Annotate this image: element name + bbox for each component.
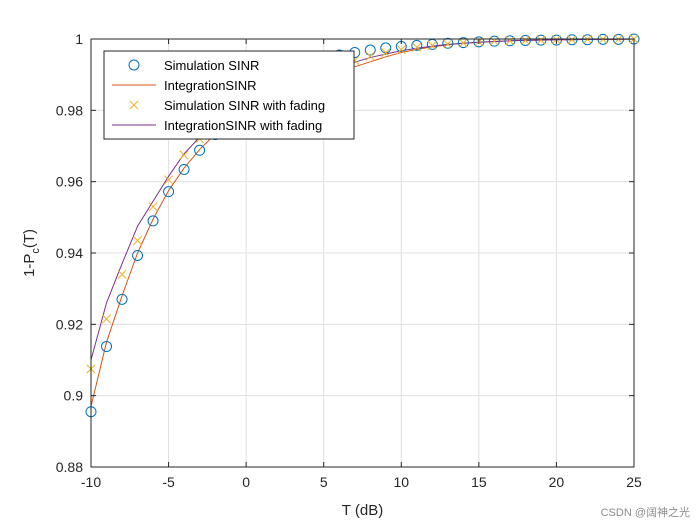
data-point-circle xyxy=(147,215,159,227)
legend: Simulation SINR IntegrationSINR Simulation… xyxy=(103,50,355,140)
watermark: CSDN @阔神之光 xyxy=(601,505,690,519)
data-point-x xyxy=(536,35,546,45)
data-point-circle xyxy=(132,249,144,261)
x-tick-label: 10 xyxy=(393,474,409,490)
x-tick-label: 20 xyxy=(549,474,565,490)
x-tick-label: 0 xyxy=(242,474,250,490)
legend-box xyxy=(103,50,355,140)
data-point-x xyxy=(427,40,437,50)
data-point-x xyxy=(396,45,406,55)
data-point-circle xyxy=(535,34,547,46)
data-point-x xyxy=(148,202,158,212)
y-axis-title-main: 1-P xyxy=(21,254,38,277)
data-point-x xyxy=(132,235,143,246)
y-axis-title-subscript: c xyxy=(30,248,42,254)
legend-swatch-circle xyxy=(128,59,140,71)
x-tick-label: 25 xyxy=(626,474,642,490)
y-tick-label: 0.92 xyxy=(56,316,83,332)
legend-label: IntegrationSINR xyxy=(164,78,257,93)
data-point-circle xyxy=(488,35,500,47)
x-axis-title: T (dB) xyxy=(342,502,383,519)
data-point-circle xyxy=(163,186,175,198)
data-point-circle xyxy=(116,293,128,305)
data-point-circle xyxy=(550,34,562,46)
data-point-circle xyxy=(566,34,578,46)
legend-entry: IntegrationSINR with fading xyxy=(112,118,322,133)
legend-entry: IntegrationSINR xyxy=(112,78,257,93)
x-tick-label: 15 xyxy=(471,474,487,490)
legend-label: IntegrationSINR with fading xyxy=(164,118,322,133)
y-tick-label: 1 xyxy=(75,31,83,47)
data-point-x xyxy=(443,39,453,49)
data-point-x xyxy=(505,36,515,46)
legend-swatch-x xyxy=(129,100,139,110)
data-point-x xyxy=(412,42,422,52)
data-point-circle xyxy=(519,34,531,46)
data-point-circle xyxy=(581,34,593,46)
data-point-x xyxy=(164,175,174,185)
y-tick-label: 0.88 xyxy=(56,459,83,475)
data-point-x xyxy=(101,314,112,324)
legend-label: Simulation SINR xyxy=(164,58,259,73)
tick-labels: -10 -5 0 5 10 15 20 25 0.88 0.9 0.92 0.94 0.96 0.98 1 xyxy=(56,31,642,490)
x-tick-label: 5 xyxy=(320,474,328,490)
data-point-x xyxy=(117,269,127,279)
y-tick-label: 0.9 xyxy=(64,388,84,404)
y-axis-title: 1-Pc(T) xyxy=(21,229,42,277)
data-point-circle xyxy=(178,164,190,176)
data-point-x xyxy=(520,35,530,45)
data-point-circle xyxy=(442,37,454,49)
data-point-x xyxy=(179,150,189,160)
y-tick-label: 0.98 xyxy=(56,102,83,118)
ticks xyxy=(90,38,635,468)
legend-entries: Simulation SINR IntegrationSINR Simulation… xyxy=(112,58,325,133)
data-point-circle xyxy=(194,144,206,156)
legend-label: Simulation SINR with fading xyxy=(164,98,325,113)
x-tick-label: -10 xyxy=(81,474,101,490)
data-point-circle xyxy=(457,37,469,49)
data-point-circle xyxy=(411,39,423,51)
data-point-circle xyxy=(101,340,113,352)
y-tick-label: 0.96 xyxy=(56,174,83,190)
data-point-x xyxy=(381,47,391,58)
data-point-circle xyxy=(504,35,516,47)
data-point-x xyxy=(365,51,375,61)
legend-entry: Simulation SINR xyxy=(128,58,259,73)
x-tick-label: -5 xyxy=(162,474,175,490)
y-tick-label: 0.94 xyxy=(56,245,83,261)
data-point-circle xyxy=(473,36,485,48)
data-point-x xyxy=(567,35,577,45)
data-point-x xyxy=(489,36,499,46)
y-axis-title-suffix: (T) xyxy=(21,229,38,248)
data-point-x xyxy=(458,38,468,48)
data-point-circle xyxy=(364,44,376,56)
legend-entry: Simulation SINR with fading xyxy=(129,98,325,113)
